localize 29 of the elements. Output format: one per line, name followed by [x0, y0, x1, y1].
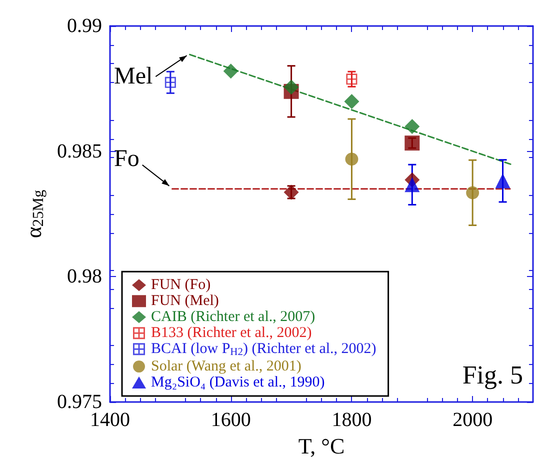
legend-label: Solar (Wang et al., 2001) — [151, 358, 302, 374]
point — [284, 80, 299, 95]
point — [344, 94, 360, 109]
y-tick-label: 0.985 — [57, 140, 102, 162]
y-tick-label: 0.98 — [67, 266, 102, 288]
y-axis-title: α25Mg — [21, 190, 48, 238]
annotation: Fo — [114, 146, 140, 172]
x-tick-label: 1600 — [210, 409, 251, 431]
point — [466, 186, 480, 200]
point — [223, 64, 238, 79]
annotation: Mel — [114, 64, 153, 90]
legend-label: FUN (Fo) — [151, 277, 211, 294]
point — [345, 152, 358, 166]
point — [284, 184, 299, 200]
y-tick-label: 0.99 — [67, 15, 102, 37]
point — [346, 74, 358, 85]
point — [404, 119, 420, 134]
x-tick-label: 1800 — [332, 409, 372, 431]
legend-label: CAIB (Richter et al., 2007) — [151, 309, 316, 326]
x-tick-label: 2000 — [452, 409, 493, 431]
point — [495, 173, 510, 188]
legend-label: FUN (Mel) — [151, 293, 219, 310]
point — [404, 136, 420, 151]
x-axis-title: T, °C — [298, 433, 345, 458]
legend-label: Mg₂SiO₄ (Davis et al., 1990) — [151, 374, 325, 390]
point — [164, 76, 176, 88]
legend-label: B133 (Richter et al., 2002) — [151, 325, 312, 342]
annotation: Fig. 5 — [462, 360, 524, 390]
point — [404, 177, 420, 192]
